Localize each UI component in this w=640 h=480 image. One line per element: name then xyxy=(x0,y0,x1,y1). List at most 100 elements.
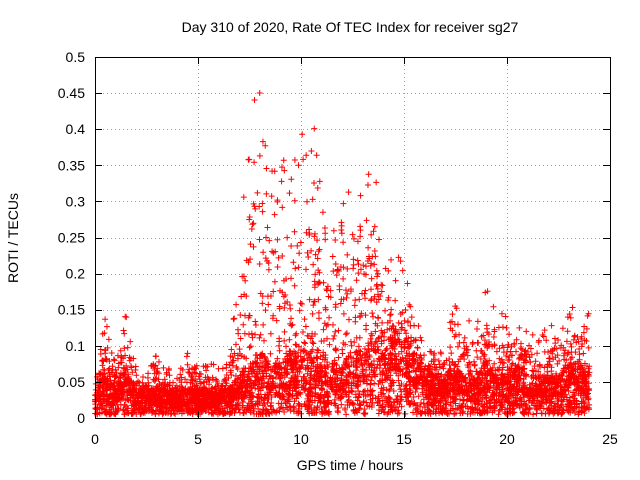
data-point xyxy=(417,403,424,410)
data-point xyxy=(270,288,277,295)
data-point xyxy=(532,358,539,365)
data-point xyxy=(365,244,372,251)
data-point xyxy=(295,343,302,350)
data-point xyxy=(410,409,417,416)
data-point xyxy=(271,278,278,285)
data-point xyxy=(396,409,403,416)
data-point xyxy=(368,339,375,346)
data-point xyxy=(540,333,547,340)
data-point xyxy=(441,360,448,367)
data-point xyxy=(375,381,382,388)
data-point xyxy=(148,409,155,416)
data-point xyxy=(281,409,288,416)
data-point xyxy=(461,334,468,341)
data-point xyxy=(296,401,303,408)
data-point xyxy=(311,180,318,187)
data-point xyxy=(330,268,337,275)
data-point xyxy=(508,361,515,368)
data-point xyxy=(312,271,319,278)
data-point xyxy=(576,351,583,358)
data-point xyxy=(362,263,369,270)
data-point xyxy=(368,388,375,395)
data-point xyxy=(447,344,454,351)
data-point xyxy=(264,399,271,406)
data-point xyxy=(297,300,304,307)
data-point xyxy=(305,254,312,261)
data-point xyxy=(324,335,331,342)
data-point xyxy=(490,333,497,340)
data-point xyxy=(491,326,498,333)
data-point xyxy=(482,289,489,296)
data-point xyxy=(348,342,355,349)
data-point xyxy=(267,350,274,357)
data-point xyxy=(355,343,362,350)
data-point xyxy=(311,125,318,132)
data-point xyxy=(312,251,319,258)
data-point xyxy=(466,317,473,324)
data-point xyxy=(121,402,128,409)
data-point xyxy=(368,286,375,293)
data-point xyxy=(506,331,513,338)
data-point xyxy=(404,319,411,326)
data-point xyxy=(252,322,259,329)
data-point xyxy=(316,269,323,276)
data-point xyxy=(388,382,395,389)
data-point xyxy=(418,337,425,344)
data-point xyxy=(496,407,503,414)
data-point xyxy=(403,330,410,337)
data-point xyxy=(139,379,146,386)
data-point xyxy=(236,346,243,353)
data-point xyxy=(449,311,456,318)
data-point xyxy=(240,273,247,280)
data-point xyxy=(286,301,293,308)
data-point xyxy=(304,332,311,339)
data-point xyxy=(140,374,147,381)
data-point xyxy=(296,250,303,257)
data-point xyxy=(101,330,108,337)
data-point xyxy=(435,357,442,364)
data-point xyxy=(308,147,315,154)
data-point xyxy=(375,236,382,243)
data-point xyxy=(494,398,501,405)
data-point xyxy=(363,366,370,373)
data-point xyxy=(388,306,395,313)
data-point xyxy=(329,321,336,328)
data-point xyxy=(117,347,124,354)
data-point xyxy=(469,394,476,401)
data-point xyxy=(273,317,280,324)
data-point xyxy=(114,352,121,359)
data-point xyxy=(541,327,548,334)
data-point xyxy=(529,367,536,374)
data-point xyxy=(454,343,461,350)
data-point xyxy=(522,347,529,354)
data-point xyxy=(336,286,343,293)
data-point xyxy=(395,319,402,326)
data-point xyxy=(120,327,127,334)
data-point xyxy=(392,297,399,304)
data-point xyxy=(373,338,380,345)
data-point xyxy=(426,407,433,414)
data-point xyxy=(279,204,286,211)
data-point xyxy=(368,275,375,282)
data-point xyxy=(371,223,378,230)
data-point xyxy=(332,328,339,335)
data-point xyxy=(507,348,514,355)
data-point xyxy=(259,300,266,307)
data-point xyxy=(314,349,321,356)
data-point xyxy=(357,402,364,409)
data-point xyxy=(360,399,367,406)
data-point xyxy=(314,185,321,192)
data-point xyxy=(160,364,167,371)
data-points xyxy=(92,89,593,418)
data-point xyxy=(537,363,544,370)
data-point xyxy=(391,399,398,406)
data-point xyxy=(248,398,255,405)
data-point xyxy=(291,228,298,235)
data-point xyxy=(301,316,308,323)
data-point xyxy=(530,411,537,418)
data-point xyxy=(332,237,339,244)
data-point xyxy=(121,330,128,337)
data-point xyxy=(340,200,347,207)
data-point xyxy=(452,303,459,310)
data-point xyxy=(508,343,515,350)
